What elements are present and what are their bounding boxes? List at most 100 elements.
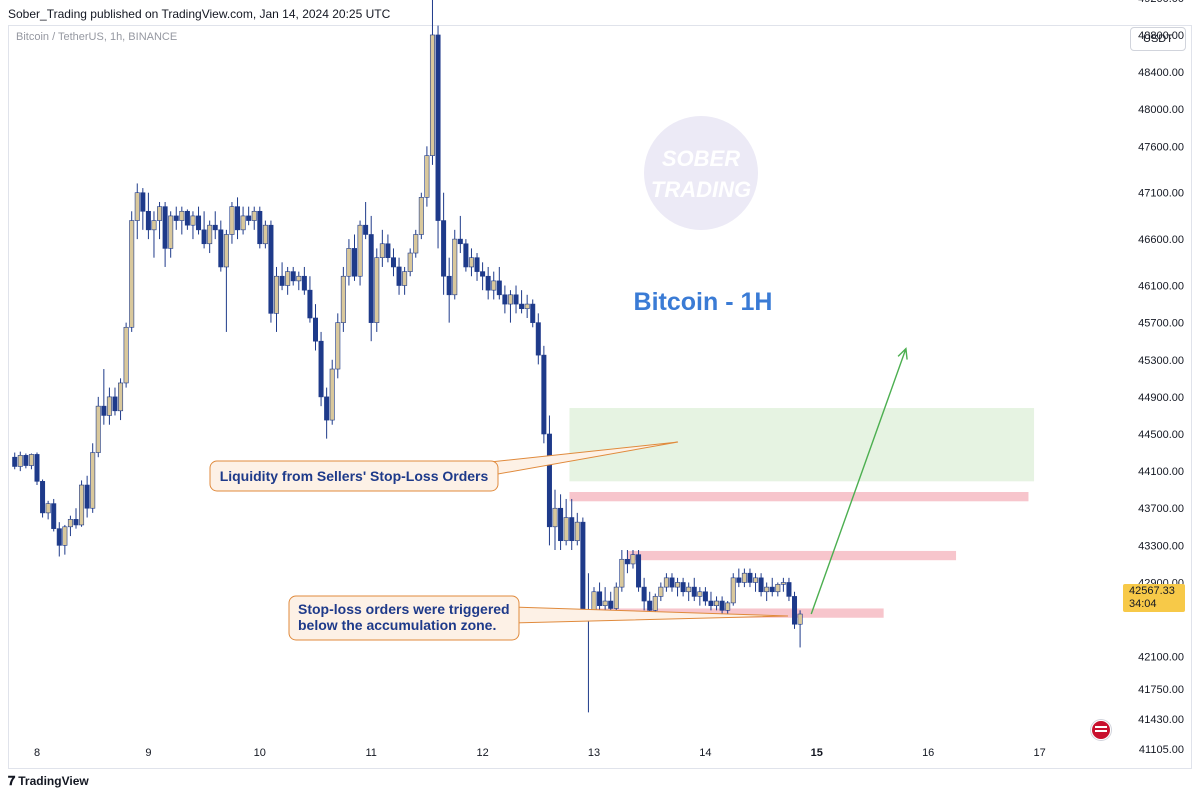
candle-body — [513, 294, 519, 305]
candle-body — [28, 454, 34, 466]
time-tick: 12 — [476, 747, 488, 759]
candle-body — [786, 582, 792, 597]
time-tick: 8 — [34, 747, 40, 759]
candle-body — [407, 252, 413, 272]
candle-body — [157, 206, 163, 221]
time-tick: 15 — [811, 747, 823, 759]
candle-body — [535, 322, 541, 356]
candle-body — [45, 503, 51, 514]
candle-body — [173, 215, 179, 221]
stop-loss-callout-box — [288, 595, 520, 641]
candle-body — [485, 275, 491, 291]
candle-body — [223, 234, 229, 268]
liquidity-callout-box — [209, 460, 499, 492]
candle-body — [441, 220, 447, 277]
time-axis[interactable]: 8 9 10 11 12 13 14 15 16 17 — [34, 747, 1046, 759]
candle-body — [379, 243, 385, 258]
candle-body — [647, 600, 653, 611]
liquidity-callout-text: Liquidity from Sellers' Stop-Loss Orders — [220, 468, 489, 484]
candle-body — [340, 275, 346, 323]
candle-body — [240, 215, 246, 231]
candle-body — [196, 215, 202, 231]
candle-body — [541, 354, 547, 435]
price-tick: 44500.00 — [1138, 429, 1184, 441]
candle-body — [190, 215, 196, 226]
candle-body — [12, 456, 18, 467]
candle-body — [95, 405, 101, 453]
candle-body — [207, 224, 213, 245]
currency-button[interactable]: USDT — [1130, 27, 1186, 51]
candle-body — [329, 368, 335, 421]
candle-body — [312, 317, 318, 342]
candle-body — [112, 396, 118, 412]
candle-body — [79, 484, 85, 526]
candle-body — [212, 224, 218, 231]
candle-body — [530, 303, 536, 323]
us-flag-icon[interactable] — [1091, 720, 1111, 740]
candle-body — [246, 215, 252, 221]
price-tick: 47600.00 — [1138, 141, 1184, 153]
candle-body — [201, 229, 207, 245]
candle-body — [385, 243, 391, 258]
candle-body — [17, 455, 23, 467]
candle-body — [262, 224, 268, 245]
time-tick: 16 — [922, 747, 934, 759]
candle-body — [435, 34, 441, 221]
candle-body — [324, 396, 330, 421]
candle-body — [519, 303, 525, 310]
candle-body — [507, 294, 513, 305]
candle-body — [184, 210, 190, 226]
candle-body — [40, 481, 46, 514]
price-tick: 43700.00 — [1138, 503, 1184, 515]
time-tick: 10 — [254, 747, 266, 759]
candle-body — [758, 577, 764, 593]
candle-body — [56, 528, 62, 546]
candle-body — [780, 582, 786, 585]
published-header: Sober_Trading published on TradingView.c… — [8, 7, 391, 21]
price-tick: 45300.00 — [1138, 355, 1184, 367]
brand-label: TradingView — [18, 774, 89, 788]
candle-body — [357, 224, 363, 277]
candle-body — [73, 519, 79, 526]
zone-resistance — [569, 492, 1029, 502]
candle-body — [413, 234, 419, 254]
candle-body — [274, 275, 280, 314]
candle-body — [90, 452, 96, 509]
zone-range-top — [627, 550, 957, 561]
candle-body — [34, 454, 40, 482]
candle-body — [496, 280, 502, 296]
target-arrow-line — [810, 348, 907, 615]
candle-body — [797, 613, 803, 625]
candle-body — [580, 521, 586, 611]
candle-body — [296, 275, 302, 282]
symbol-info: Bitcoin / TetherUS, 1h, BINANCE — [16, 31, 178, 43]
candle-body — [301, 275, 307, 291]
price-tick: 46600.00 — [1138, 234, 1184, 246]
price-tick: 45700.00 — [1138, 318, 1184, 330]
candle-body — [574, 521, 580, 542]
candle-body — [140, 192, 146, 212]
last-price-label: 42567.33 34:04 — [1123, 584, 1185, 612]
candle-body — [351, 248, 357, 277]
price-tick: 42100.00 — [1138, 652, 1184, 664]
candle-body — [708, 600, 714, 606]
candle-body — [741, 572, 747, 583]
candle-body — [764, 586, 770, 593]
candle-body — [725, 602, 731, 611]
price-tick: 41750.00 — [1138, 684, 1184, 696]
price-axis[interactable]: 49200.00 48800.00 48400.00 48000.00 47600.00… — [1138, 0, 1184, 756]
watermark-circle — [644, 116, 758, 230]
candle-body — [652, 596, 658, 611]
candle-body — [62, 526, 68, 546]
candle-body — [563, 517, 569, 542]
candle-body — [179, 210, 185, 221]
candle-body — [346, 248, 352, 277]
liquidity-callout[interactable]: Liquidity from Sellers' Stop-Loss Orders — [209, 441, 679, 492]
stop-loss-callout[interactable]: Stop-loss orders were triggered below the… — [288, 595, 789, 641]
candle-body — [145, 210, 151, 231]
candle-body — [591, 591, 597, 611]
price-tick: 46100.00 — [1138, 281, 1184, 293]
chart-frame — [8, 25, 1192, 769]
tradingview-brand[interactable]: 𝟕 TradingView — [8, 773, 89, 789]
